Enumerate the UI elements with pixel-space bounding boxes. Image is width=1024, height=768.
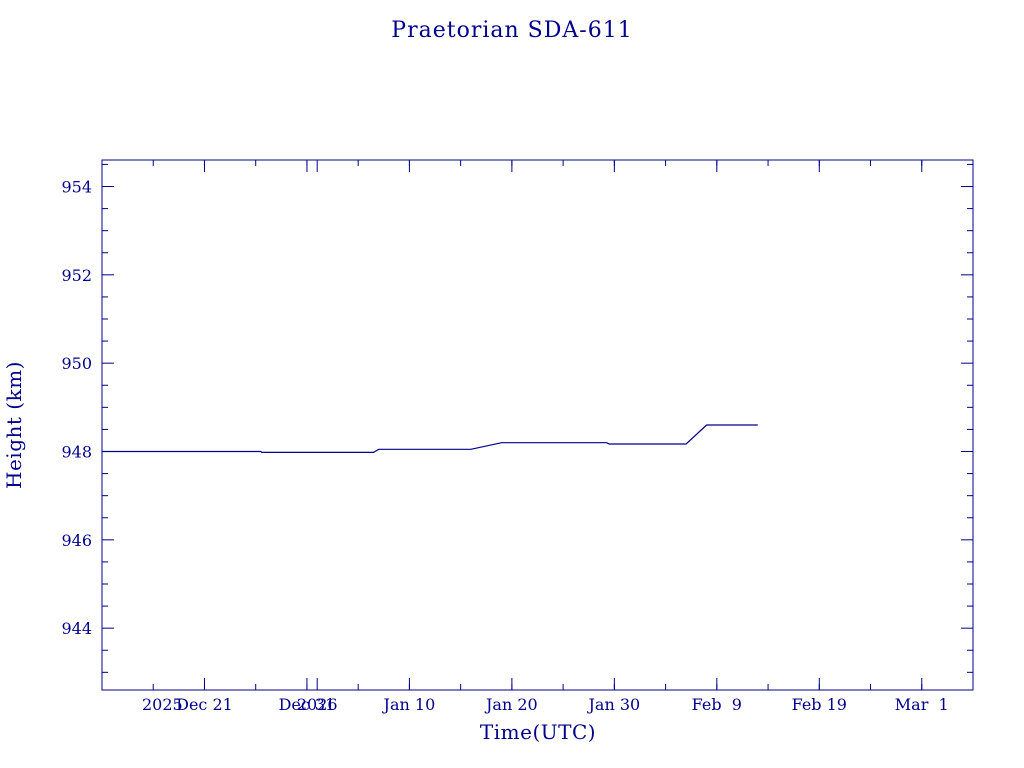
x-axis-title: Time(UTC)	[480, 720, 596, 744]
y-axis-title: Height (km)	[2, 361, 26, 489]
y-tick-label: 944	[61, 619, 92, 638]
y-tick-label: 950	[61, 354, 92, 373]
x-tick-label: 2025	[142, 695, 183, 714]
chart-title: Praetorian SDA-611	[391, 18, 632, 43]
x-tick-label: Jan 30	[587, 695, 641, 714]
x-tick-label: Feb 19	[792, 695, 847, 714]
axis-ticks	[102, 160, 973, 690]
x-tick-label: Dec 21	[176, 695, 233, 714]
plot-frame	[101, 159, 974, 691]
x-tick-label: Jan 10	[382, 695, 436, 714]
height-series-line	[102, 424, 758, 453]
series-group	[102, 424, 758, 453]
x-tick-label: 2026	[297, 695, 338, 714]
x-tick-label: Dec 31	[279, 695, 336, 714]
y-tick-label: 946	[61, 531, 92, 550]
y-tick-label: 954	[61, 178, 92, 197]
y-tick-label: 948	[61, 443, 92, 462]
x-tick-label: Jan 20	[484, 695, 538, 714]
x-tick-label: Feb 9	[692, 695, 742, 714]
y-tick-label: 952	[61, 266, 92, 285]
x-tick-label: Mar 1	[895, 695, 949, 714]
